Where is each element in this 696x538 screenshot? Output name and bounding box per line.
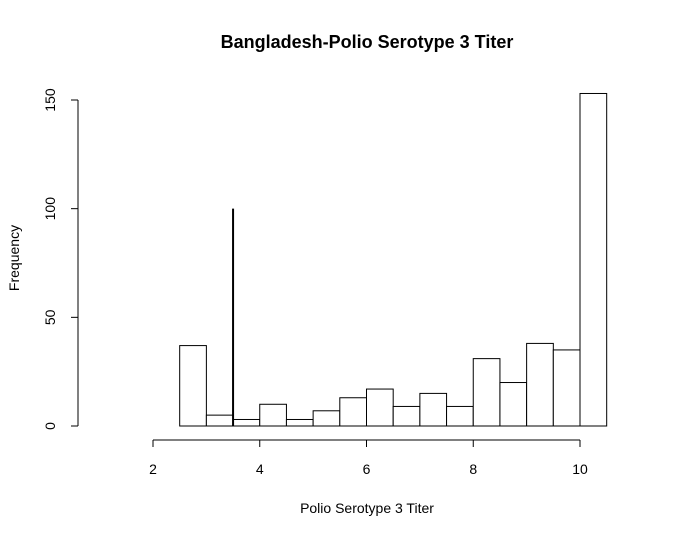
x-tick-label: 8 (469, 461, 477, 477)
y-axis: 0 50 100 150 (42, 88, 79, 430)
x-tick-label: 4 (256, 461, 264, 477)
x-tick-label: 6 (363, 461, 371, 477)
x-tick-label: 2 (149, 461, 157, 477)
histogram-bar (285, 418, 314, 427)
histogram-bar (366, 388, 394, 427)
histogram-bar (205, 414, 234, 427)
histogram-bar (179, 345, 207, 427)
histogram-bar (526, 342, 554, 427)
histogram-bar (312, 410, 341, 427)
y-tick-label: 150 (42, 88, 58, 112)
histogram-bar (419, 392, 448, 427)
histogram-bar (472, 358, 501, 427)
histogram-bar (339, 397, 367, 427)
histogram-bar (232, 418, 261, 427)
x-axis: 2 4 6 8 10 (149, 439, 588, 477)
histogram-bar (446, 405, 474, 427)
x-tick-label: 10 (572, 461, 588, 477)
x-axis-label: Polio Serotype 3 Titer (300, 500, 434, 516)
chart-title: Bangladesh-Polio Serotype 3 Titer (221, 32, 514, 52)
y-tick-label: 100 (42, 197, 58, 221)
histogram-bar (579, 92, 608, 427)
histogram-bar (499, 382, 528, 427)
y-tick-label: 50 (42, 309, 58, 325)
y-tick-label: 0 (42, 422, 58, 430)
histogram-bar (552, 349, 581, 427)
y-axis-label: Frequency (6, 225, 22, 291)
bars-group (179, 92, 608, 427)
histogram-bar (259, 403, 287, 427)
histogram-bar (392, 405, 421, 427)
